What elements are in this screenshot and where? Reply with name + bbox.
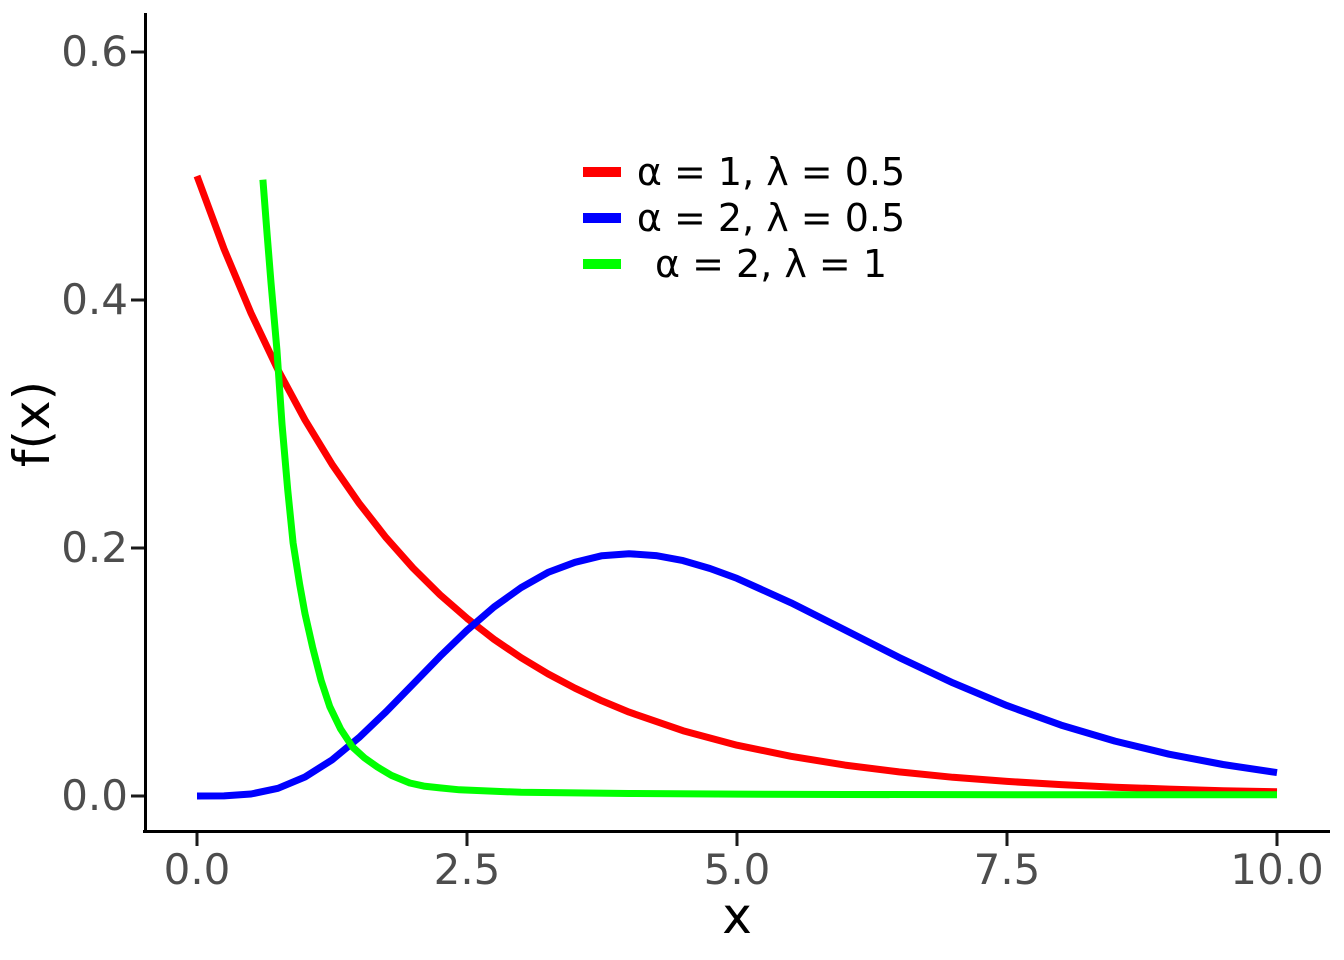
legend-label-0: α = 1, λ = 0.5 <box>636 150 906 194</box>
y-tick-label: 0.0 <box>61 771 128 820</box>
y-tick-label: 0.2 <box>61 523 128 572</box>
y-axis-title: f(x) <box>3 380 61 468</box>
x-tick-label: 2.5 <box>433 845 501 894</box>
y-tick-label: 0.6 <box>61 27 128 76</box>
x-tick-label: 10.0 <box>1230 845 1324 894</box>
legend-label-2: α = 2, λ = 1 <box>654 242 888 286</box>
curve-series-2 <box>259 179 1277 799</box>
y-tick-label: 0.4 <box>61 275 128 324</box>
x-tick-label: 7.5 <box>973 845 1041 894</box>
legend-label-1: α = 2, λ = 0.5 <box>636 196 906 240</box>
curve-series-1 <box>196 550 1278 800</box>
x-axis-title: x <box>722 887 752 945</box>
x-tick-label: 0.0 <box>163 845 231 894</box>
curve-series-0 <box>193 174 1278 796</box>
x-tick-label: 5.0 <box>703 845 771 894</box>
